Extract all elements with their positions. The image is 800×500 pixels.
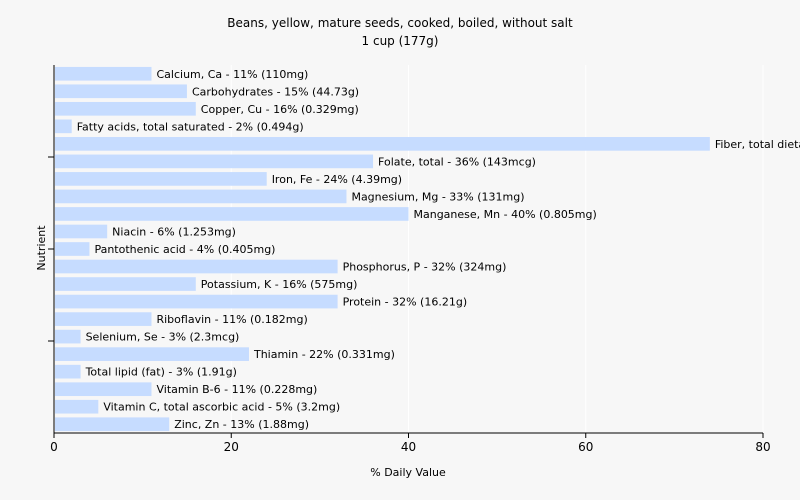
bar [55, 277, 196, 291]
bar-label: Protein - 32% (16.21g) [343, 296, 468, 309]
x-ticks: 0 20 40 60 80 [50, 433, 771, 454]
bar-label: Manganese, Mn - 40% (0.805mg) [414, 208, 597, 221]
chart-title: Beans, yellow, mature seeds, cooked, boi… [227, 16, 573, 30]
bar [55, 154, 374, 169]
x-tick-label: 40 [401, 440, 416, 454]
bar-label: Vitamin B-6 - 11% (0.228mg) [156, 383, 317, 396]
y-ticks [48, 156, 54, 342]
bar [55, 207, 409, 221]
bar [55, 294, 338, 309]
bar-label: Phosphorus, P - 32% (324mg) [343, 261, 507, 274]
bar [55, 312, 152, 326]
chart-subtitle: 1 cup (177g) [362, 34, 439, 48]
bar [55, 329, 81, 344]
bar-label: Carbohydrates - 15% (44.73g) [192, 85, 359, 98]
bar-label: Folate, total - 36% (143mcg) [378, 155, 536, 168]
x-tick-label: 80 [755, 440, 770, 454]
x-tick-label: 20 [224, 440, 239, 454]
bar-label: Calcium, Ca - 11% (110mg) [156, 68, 308, 81]
bar-label: Fatty acids, total saturated - 2% (0.494… [77, 120, 304, 133]
bar-label: Potassium, K - 16% (575mg) [201, 278, 358, 291]
bar [55, 101, 196, 116]
bar-label: Selenium, Se - 3% (2.3mcg) [86, 331, 240, 344]
bar [55, 347, 249, 361]
bar [55, 242, 90, 256]
bar-label: Riboflavin - 11% (0.182mg) [156, 313, 307, 326]
bar-label: Vitamin C, total ascorbic acid - 5% (3.2… [103, 401, 340, 414]
bar [55, 66, 152, 81]
bar-label: Magnesium, Mg - 33% (131mg) [351, 190, 524, 203]
x-tick-label: 0 [50, 440, 58, 454]
bar [55, 259, 338, 274]
bar-label: Pantothenic acid - 4% (0.405mg) [94, 243, 275, 256]
bar-label: Niacin - 6% (1.253mg) [112, 225, 236, 238]
bar [55, 189, 347, 204]
bar-label: Zinc, Zn - 13% (1.88mg) [174, 418, 309, 431]
x-tick-label: 60 [578, 440, 593, 454]
bar [55, 119, 72, 134]
bar [55, 417, 170, 432]
bars: Calcium, Ca - 11% (110mg) Carbohydrates -… [55, 66, 800, 432]
bar [55, 137, 710, 151]
bar-label: Copper, Cu - 16% (0.329mg) [201, 103, 359, 116]
bar [55, 172, 267, 186]
bar [55, 382, 152, 397]
bar [55, 84, 187, 99]
bar-label: Thiamin - 22% (0.331mg) [253, 348, 395, 361]
x-axis-label: % Daily Value [370, 466, 446, 479]
bar [55, 224, 108, 239]
y-axis-label: Nutrient [35, 225, 48, 271]
bar-label: Total lipid (fat) - 3% (1.91g) [85, 366, 237, 379]
gridlines [230, 65, 764, 433]
bar [55, 364, 81, 379]
bar [55, 399, 99, 414]
bar-label: Iron, Fe - 24% (4.39mg) [272, 173, 402, 186]
bar-label: Fiber, total dietary - 74% (18.4g) [715, 138, 800, 151]
